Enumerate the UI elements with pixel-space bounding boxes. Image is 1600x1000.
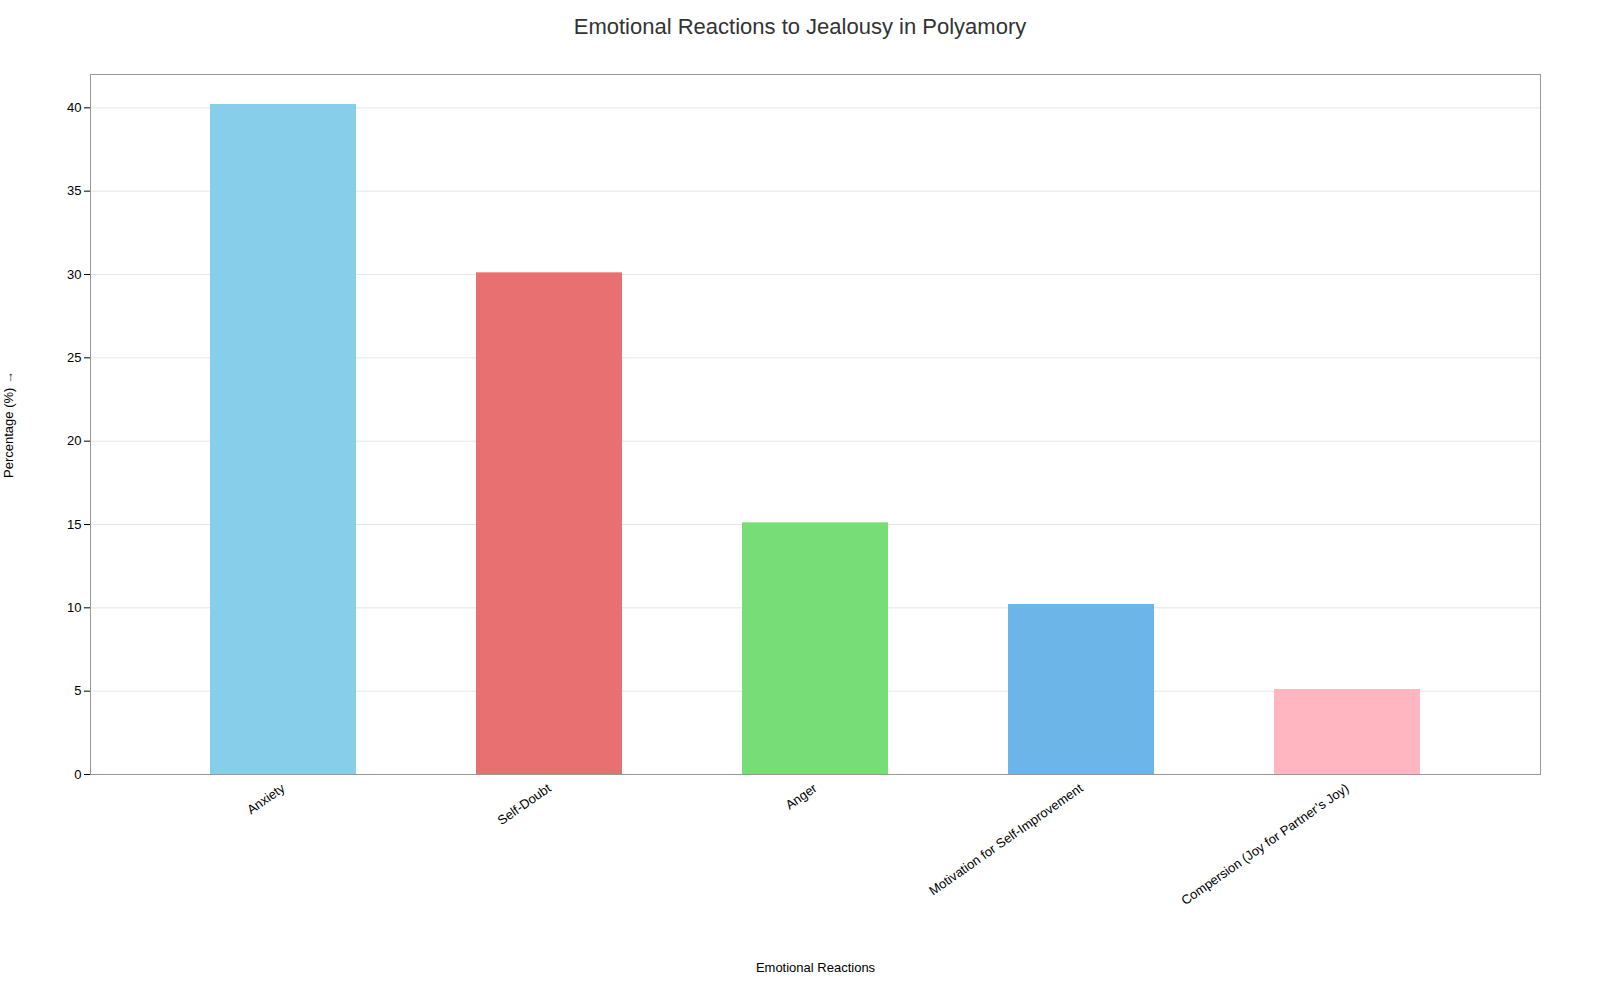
svg-text:40: 40 — [67, 100, 81, 115]
svg-text:Motivation for Self-Improvemen: Motivation for Self-Improvement — [926, 780, 1086, 898]
svg-text:Compersion (Joy for Partner’s: Compersion (Joy for Partner’s Joy) — [1178, 780, 1351, 908]
svg-text:5: 5 — [74, 683, 81, 698]
svg-text:Anxiety: Anxiety — [244, 780, 288, 817]
svg-text:35: 35 — [67, 183, 81, 198]
svg-text:Emotional Reactions: Emotional Reactions — [756, 960, 876, 975]
svg-text:25: 25 — [67, 350, 81, 365]
svg-text:20: 20 — [67, 433, 81, 448]
svg-text:Anger: Anger — [783, 780, 821, 813]
svg-text:15: 15 — [67, 517, 81, 532]
svg-text:30: 30 — [67, 267, 81, 282]
svg-text:0: 0 — [74, 767, 81, 782]
svg-text:10: 10 — [67, 600, 81, 615]
svg-text:Percentage (%) →: Percentage (%) → — [1, 371, 16, 478]
svg-text:Self-Doubt: Self-Doubt — [495, 780, 554, 828]
html-text:Emotional Reactions to Jealous: Emotional Reactions to Jealousy in Polya… — [573, 14, 1027, 39]
